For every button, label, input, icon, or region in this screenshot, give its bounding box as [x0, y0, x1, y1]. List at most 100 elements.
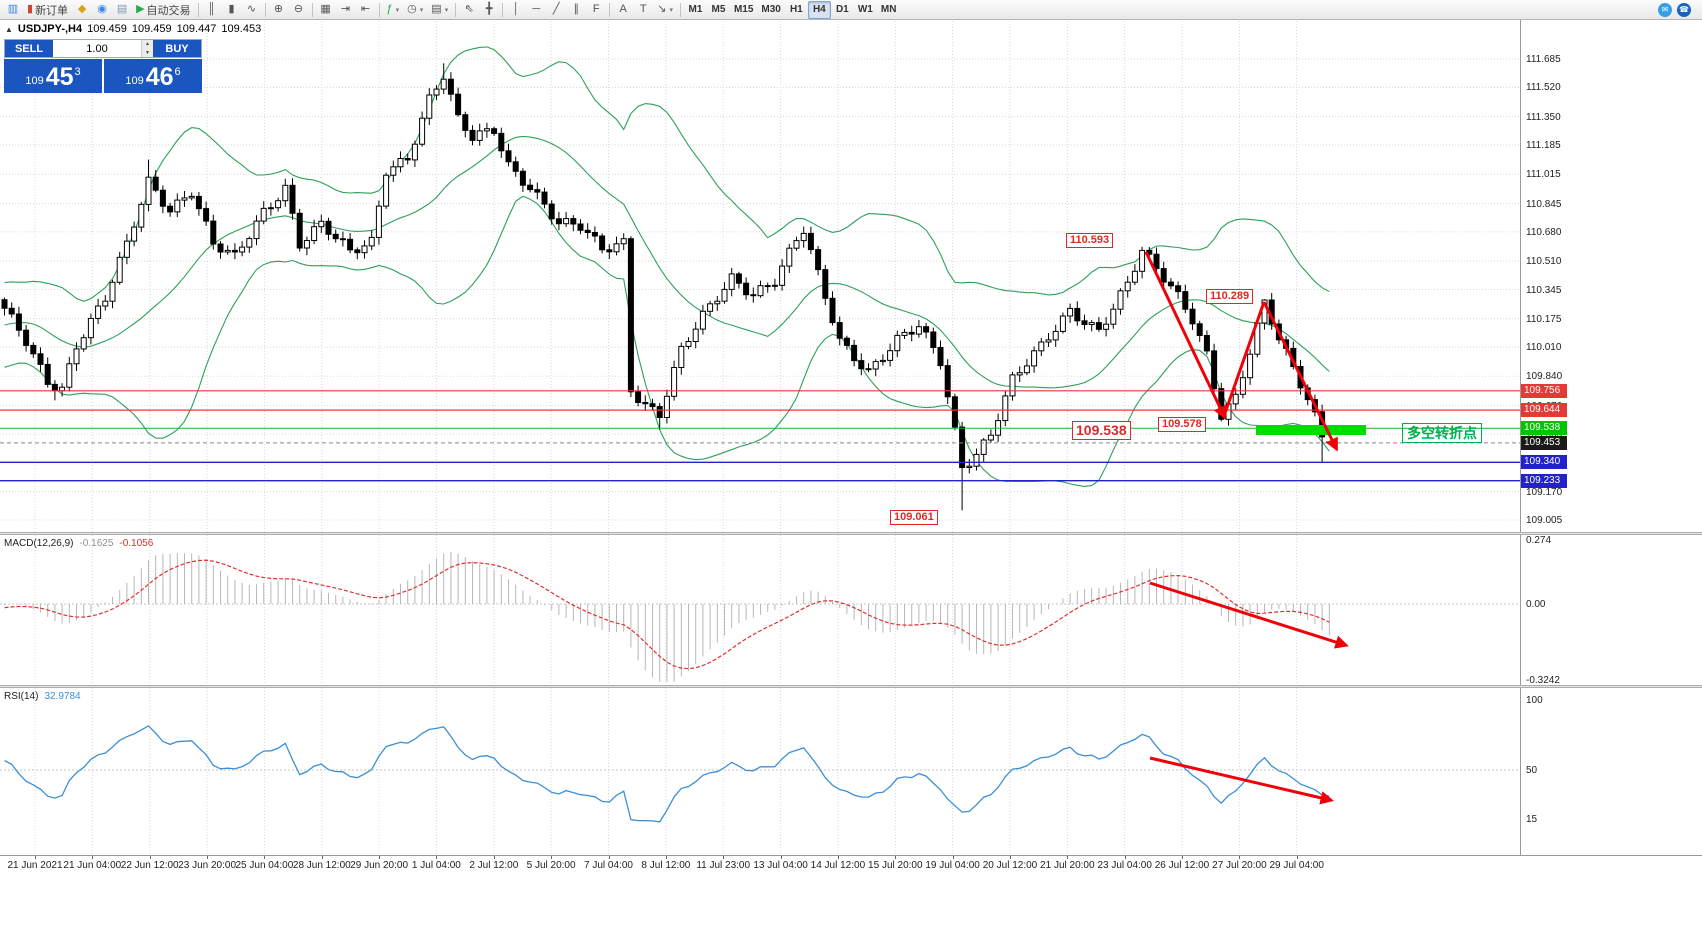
community-icon-glyph-icon: ◉	[97, 3, 107, 15]
mql5-icon[interactable]: ◆	[72, 1, 92, 19]
sell-button[interactable]: SELL	[5, 40, 53, 57]
equidistant-channel-icon[interactable]: ∥	[566, 1, 586, 19]
timeframes-button[interactable]: ◷ ▾	[403, 1, 427, 19]
time-axis-tick	[1010, 856, 1011, 859]
time-axis-tick	[436, 856, 438, 859]
timeframe-h1-button[interactable]: H1	[789, 4, 803, 15]
support-icon[interactable]: ☎	[1677, 2, 1691, 17]
time-axis-tick	[207, 856, 209, 859]
equidistant-channel-icon-glyph-icon: ∥	[573, 3, 579, 15]
text-icon-glyph-icon: A	[619, 3, 627, 15]
indicators-button[interactable]: ƒ ▾	[383, 1, 404, 19]
time-axis-label: 8 Jul 12:00	[641, 860, 691, 871]
text-icon[interactable]: A	[613, 1, 633, 19]
trend-arrows	[1144, 251, 1338, 452]
app-icon[interactable]: ▥	[3, 1, 23, 19]
rsi-panel-canvas[interactable]	[0, 688, 1520, 855]
time-axis-label: 19 Jul 04:00	[925, 860, 980, 871]
tile-windows-icon[interactable]: ▦	[316, 1, 336, 19]
ask-price-button[interactable]: 109 46 6	[104, 59, 202, 93]
time-axis-label: 25 Jun 04:00	[235, 860, 294, 871]
cursor-icon-glyph-icon: ⇖	[464, 3, 474, 15]
bollinger-lower-band	[4, 195, 1330, 487]
zoom-out-icon[interactable]: ⊖	[289, 1, 309, 19]
profiles-icon-glyph-icon: ▤	[116, 3, 128, 15]
price-axis-label: 109.840	[1526, 371, 1563, 383]
auto-scroll-icon[interactable]: ⇥	[336, 1, 356, 19]
profiles-icon[interactable]: ▤	[112, 1, 132, 19]
toolbar-separator	[609, 2, 611, 17]
text-label-icon-glyph-icon: T	[639, 3, 647, 15]
timeframe-h4-button[interactable]: H4	[807, 0, 831, 19]
community-icon[interactable]: ◉	[92, 1, 112, 19]
price-axis-label: 111.185	[1526, 140, 1561, 151]
time-axis-tick	[1239, 856, 1241, 859]
bollinger-bands	[4, 46, 1330, 487]
arrows-icon-glyph-icon: ↘	[657, 3, 667, 15]
crosshair-icon[interactable]: ╋	[479, 1, 499, 19]
fibonacci-icon[interactable]: F	[586, 1, 606, 19]
time-axis-label: 11 Jul 23:00	[696, 860, 751, 871]
time-axis-tick	[35, 856, 36, 859]
toolbar-separator	[197, 2, 199, 17]
rsi-axis-label: 50	[1526, 765, 1538, 776]
ask-pip-digit: 6	[174, 66, 181, 78]
timeframe-m5-button[interactable]: M5	[711, 4, 726, 15]
macd-signal-line	[4, 559, 1330, 670]
bar-chart-icon[interactable]: ║	[202, 1, 222, 19]
macd-main-value: -0.1625	[79, 538, 114, 549]
timeframe-w1-button[interactable]: W1	[857, 4, 873, 15]
time-axis-label: 7 Jul 04:00	[584, 860, 633, 871]
macd-name: MACD(12,26,9)	[4, 538, 74, 549]
volume-input[interactable]	[53, 40, 141, 57]
volume-decrease-button[interactable]: ▼	[142, 48, 153, 57]
time-axis-label: 21 Jun 04:00	[63, 860, 122, 871]
trade-panel-toggle-icon[interactable]: ▲	[5, 24, 13, 34]
trendline-icon[interactable]: ╱	[546, 1, 566, 19]
cursor-icon[interactable]: ⇖	[459, 1, 479, 19]
app-icon-glyph-icon: ▥	[7, 3, 19, 15]
timeframe-m1-button[interactable]: M1	[688, 4, 703, 15]
vertical-line-icon[interactable]: │	[506, 1, 526, 19]
price-axis-label: 111.520	[1526, 82, 1561, 94]
panel-splitter-macd[interactable]	[0, 532, 1702, 535]
ohlc-high: 109.459	[131, 23, 172, 35]
time-axis-tick	[551, 856, 553, 859]
time-axis-tick	[149, 856, 151, 859]
timeframe-m15-button[interactable]: M15	[733, 4, 754, 15]
candlestick-chart-icon[interactable]: ▮	[222, 1, 242, 19]
price-axis-label: 110.010	[1526, 342, 1562, 354]
main-chart-canvas[interactable]	[0, 18, 1520, 532]
templates-button[interactable]: ▤ ▾	[427, 1, 452, 19]
autotrading-glyph-icon: ▶	[136, 3, 145, 15]
price-axis-label: 109.340	[1526, 457, 1563, 469]
autotrading-button[interactable]: ▶ 自动交易	[132, 1, 194, 19]
buy-button[interactable]: BUY	[153, 40, 201, 57]
toolbar-separator	[679, 2, 681, 17]
toolbar: ▥ ▮ 新订单 ◆ ◉ ▤ ▶ 自动交易 ║ ▮ ∿ ⊕ ⊖ ▦ ⇥ ⇤ ƒ ▾ ◷ ▾ ▤ ▾ ⇖ ╋ │ ─ ╱ ∥ F A T ↘ ▾ M1…	[0, 0, 1702, 20]
panel-splitter-rsi[interactable]	[0, 685, 1702, 688]
chart-shift-icon[interactable]: ⇤	[356, 1, 376, 19]
community-chat-icon[interactable]: ✉	[1658, 2, 1672, 17]
macd-panel-canvas[interactable]	[0, 535, 1520, 685]
time-axis-label: 29 Jun 20:00	[350, 860, 409, 871]
price-axis-label: 109.670	[1526, 400, 1563, 412]
line-chart-icon[interactable]: ∿	[242, 1, 262, 19]
macd-histogram	[4, 551, 1330, 682]
text-label-icon[interactable]: T	[633, 1, 653, 19]
timeframe-m30-button[interactable]: M30	[761, 4, 781, 15]
horizontal-line-icon[interactable]: ─	[526, 1, 546, 19]
new-order-button[interactable]: ▮ 新订单	[23, 1, 72, 19]
toolbar-separator	[311, 2, 313, 17]
timeframe-d1-button[interactable]: D1	[835, 4, 849, 15]
time-axis[interactable]: 21 Jun 2021 21 Jun 04:00 22 Jun 12:00 23 Ju…	[0, 855, 1702, 874]
bid-price-button[interactable]: 109 45 3	[4, 59, 102, 93]
price-tag: 109.538	[1521, 421, 1567, 436]
volume-increase-button[interactable]: ▲	[142, 40, 153, 49]
tile-windows-icon-glyph-icon: ▦	[320, 3, 331, 15]
arrows-icon[interactable]: ↘ ▾	[653, 1, 677, 19]
timeframe-mn-button[interactable]: MN	[880, 4, 897, 15]
zoom-in-icon[interactable]: ⊕	[269, 1, 289, 19]
